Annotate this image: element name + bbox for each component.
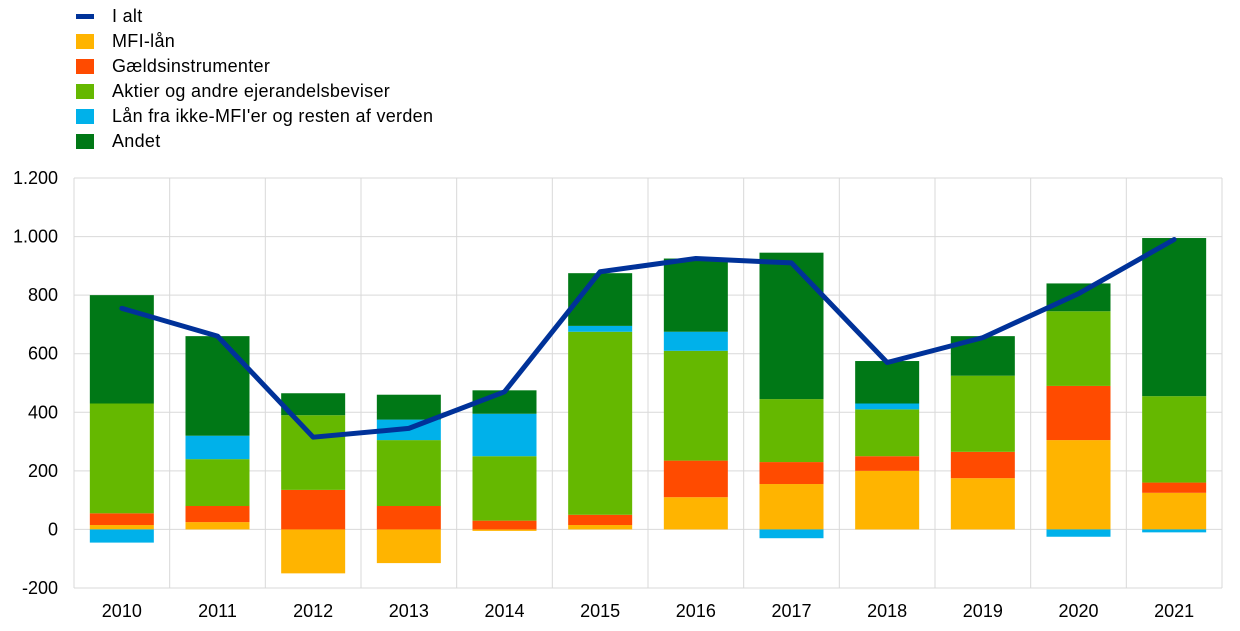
bar-segment-2019-s1 xyxy=(950,451,1015,479)
chart-legend: I alt MFI-lån Gældsinstrumenter Aktier og a… xyxy=(76,4,433,154)
x-tick-label: 2021 xyxy=(1154,601,1194,621)
x-tick-label: 2020 xyxy=(1058,601,1098,621)
x-tick-label: 2012 xyxy=(293,601,333,621)
bar-segment-2017-s3 xyxy=(759,529,824,539)
bar-segment-2020-s3 xyxy=(1046,529,1111,537)
legend-label-mfi: MFI-lån xyxy=(112,31,176,51)
x-tick-label: 2014 xyxy=(484,601,524,621)
bar-segment-2010-s4 xyxy=(89,295,154,404)
legend-item-equity: Aktier og andre ejerandelsbeviser xyxy=(76,79,433,104)
legend-label-debt: Gældsinstrumenter xyxy=(112,56,271,76)
bar-segment-2010-s1 xyxy=(89,513,154,526)
legend-item-nonmfi: Lån fra ikke-MFI'er og resten af verden xyxy=(76,104,433,129)
legend-label-other: Andet xyxy=(112,131,161,151)
y-tick-label: 0 xyxy=(48,519,58,539)
bar-segment-2019-s2 xyxy=(950,375,1015,452)
bar-segment-2014-s1 xyxy=(472,520,537,530)
bar-segment-2015-s1 xyxy=(568,514,633,526)
bar-segment-2011-s2 xyxy=(185,459,250,506)
bar-segment-2021-s4 xyxy=(1142,238,1207,397)
bar-segment-2020-s2 xyxy=(1046,311,1111,386)
bar-segment-2011-s4 xyxy=(185,336,250,436)
bar-segment-2015-s0 xyxy=(568,525,633,530)
x-tick-label: 2017 xyxy=(771,601,811,621)
bar-segment-2014-s2 xyxy=(472,456,537,521)
legend-item-other: Andet xyxy=(76,129,433,154)
total-line xyxy=(119,237,1177,440)
bar-segment-2010-s3 xyxy=(89,529,154,543)
y-tick-label: 600 xyxy=(28,344,58,364)
x-tick-label: 2015 xyxy=(580,601,620,621)
bar-segment-2012-s0 xyxy=(281,529,346,574)
bar-segment-2021-s2 xyxy=(1142,396,1207,483)
y-tick-label: 1.000 xyxy=(13,227,58,247)
legend-label-equity: Aktier og andre ejerandelsbeviser xyxy=(112,81,391,101)
bar-segment-2015-s3 xyxy=(568,325,633,332)
legend-item-total: I alt xyxy=(76,4,433,29)
legend-swatch-equity xyxy=(76,84,94,99)
bar-segment-2014-s0 xyxy=(472,529,537,531)
bar-segment-2013-s0 xyxy=(376,529,441,564)
y-tick-label: 1.200 xyxy=(13,168,58,188)
bar-segment-2020-s1 xyxy=(1046,385,1111,441)
y-tick-label: 200 xyxy=(28,461,58,481)
bar-segment-2017-s2 xyxy=(759,399,824,463)
bar-segment-2021-s0 xyxy=(1142,492,1207,530)
legend-swatch-mfi xyxy=(76,34,94,49)
bar-segment-2021-s3 xyxy=(1142,529,1207,533)
x-tick-label: 2018 xyxy=(867,601,907,621)
bar-segment-2017-s0 xyxy=(759,484,824,530)
bar-segment-2021-s1 xyxy=(1142,482,1207,493)
x-tick-label: 2010 xyxy=(102,601,142,621)
bar-segment-2012-s4 xyxy=(281,393,346,416)
legend-item-mfi: MFI-lån xyxy=(76,29,433,54)
bar-segment-2015-s2 xyxy=(568,331,633,515)
bar-segment-2018-s3 xyxy=(855,403,920,410)
bar-segment-2018-s0 xyxy=(855,470,920,530)
legend-swatch-debt xyxy=(76,59,94,74)
y-tick-label: 800 xyxy=(28,285,58,305)
x-tick-label: 2016 xyxy=(676,601,716,621)
legend-swatch-total xyxy=(76,14,94,19)
bar-segment-2012-s1 xyxy=(281,489,346,530)
x-tick-label: 2019 xyxy=(963,601,1003,621)
bar-segment-2010-s2 xyxy=(89,403,154,514)
legend-item-debt: Gældsinstrumenter xyxy=(76,54,433,79)
bar-segment-2017-s1 xyxy=(759,462,824,485)
legend-swatch-nonmfi xyxy=(76,109,94,124)
bar-segment-2013-s4 xyxy=(376,394,441,420)
bar-segment-2016-s4 xyxy=(663,258,728,332)
bar-segment-2011-s0 xyxy=(185,522,250,530)
x-tick-label: 2013 xyxy=(389,601,429,621)
bar-segment-2016-s3 xyxy=(663,331,728,351)
legend-label-total: I alt xyxy=(112,6,143,26)
y-tick-label: 400 xyxy=(28,402,58,422)
bar-segment-2016-s1 xyxy=(663,460,728,498)
bar-segment-2017-s4 xyxy=(759,252,824,400)
bar-segment-2018-s4 xyxy=(855,361,920,404)
bar-segment-2011-s3 xyxy=(185,435,250,460)
bar-segment-2018-s1 xyxy=(855,456,920,471)
bar-segment-2010-s0 xyxy=(89,525,154,530)
bar-segment-2016-s0 xyxy=(663,497,728,530)
bar-segment-2011-s1 xyxy=(185,506,250,523)
bar-segment-2018-s2 xyxy=(855,409,920,457)
bar-segment-2013-s2 xyxy=(376,440,441,506)
bar-segment-2020-s0 xyxy=(1046,440,1111,530)
bar-segment-2016-s2 xyxy=(663,350,728,461)
bar-segment-2014-s3 xyxy=(472,413,537,457)
legend-swatch-other xyxy=(76,134,94,149)
bar-segment-2020-s4 xyxy=(1046,283,1111,312)
bar-segment-2012-s2 xyxy=(281,415,346,490)
bar-segment-2019-s0 xyxy=(950,478,1015,530)
y-tick-label: -200 xyxy=(22,578,58,598)
legend-label-nonmfi: Lån fra ikke-MFI'er og resten af verden xyxy=(112,106,434,126)
x-tick-label: 2011 xyxy=(198,601,237,621)
bar-segment-2013-s1 xyxy=(376,506,441,530)
